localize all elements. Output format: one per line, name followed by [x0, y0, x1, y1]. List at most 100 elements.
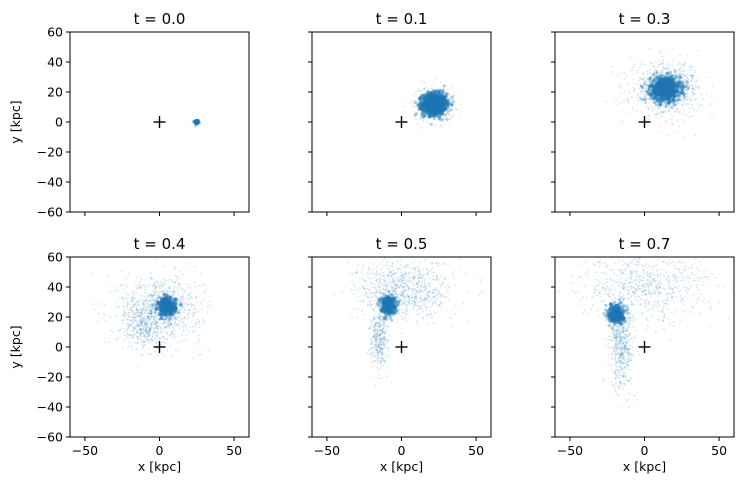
particle-point [433, 106, 438, 110]
particle-point [436, 106, 440, 110]
particle-point [101, 317, 104, 319]
particle-point [425, 92, 429, 96]
particle-point [667, 83, 670, 86]
particle-point [656, 88, 658, 91]
particle-point [432, 97, 436, 101]
particle-point [437, 110, 441, 114]
particle-point [656, 83, 661, 88]
particle-point [653, 92, 657, 96]
particle-point [155, 297, 158, 300]
particle-point [431, 109, 435, 113]
particle-point [619, 72, 622, 75]
particle-point [445, 99, 449, 103]
particle-point [425, 96, 430, 100]
particle-point [440, 90, 445, 94]
particle-point [159, 284, 162, 287]
particle-point [440, 98, 444, 102]
particle-point [661, 115, 663, 118]
particle-point [143, 312, 146, 315]
particle-point [418, 99, 422, 103]
particle-point [430, 104, 434, 109]
particle-point [166, 314, 168, 316]
particle-point [691, 77, 693, 80]
particle-point [451, 100, 455, 104]
particle-point [439, 108, 442, 110]
particle-point [166, 350, 169, 352]
particle-point [664, 92, 669, 96]
particle-point [120, 284, 122, 287]
particle-point [694, 98, 696, 101]
particle-point [435, 96, 439, 100]
particle-point [671, 80, 675, 85]
particle-point [434, 107, 439, 111]
particle-point [444, 94, 448, 98]
particle-point [423, 103, 427, 107]
particle-point [432, 103, 436, 107]
particle-point [426, 91, 430, 95]
particle-point [419, 96, 423, 100]
particle-point [430, 107, 435, 111]
particle-point [166, 304, 169, 307]
particle-point [432, 104, 436, 108]
particle-point [426, 91, 430, 95]
particle-point [427, 106, 431, 110]
particle-point [443, 98, 447, 102]
particle-point [117, 306, 120, 308]
particle-point [442, 106, 446, 110]
particle-point [432, 106, 437, 110]
particle-point [176, 287, 179, 290]
particle-point [433, 96, 437, 101]
particle-point [433, 100, 437, 105]
particle-point [423, 113, 427, 118]
particle-point [436, 101, 440, 105]
particle-point [437, 96, 441, 100]
particle-point [431, 96, 435, 100]
particle-point [195, 121, 199, 125]
particle-point [435, 97, 439, 101]
particle-point [429, 93, 433, 97]
particle-point [437, 102, 441, 106]
particle-point [435, 98, 439, 102]
particle-point [150, 299, 152, 302]
particle-point [428, 98, 432, 102]
particle-point [652, 96, 656, 100]
particle-point [437, 108, 441, 112]
particle-point [440, 109, 443, 112]
particle-point [428, 94, 432, 98]
particle-point [438, 109, 442, 113]
particle-point [195, 119, 199, 123]
particle-point [434, 109, 438, 113]
particle-point [126, 314, 129, 317]
particle-point [423, 107, 427, 111]
particle-point [425, 96, 428, 98]
particle-point [194, 121, 199, 125]
particle-point [652, 99, 655, 102]
particle-point [183, 306, 186, 309]
particle-point [685, 75, 688, 78]
particle-point [194, 120, 198, 124]
particle-point [669, 71, 672, 74]
particle-point [438, 97, 442, 101]
particle-point [423, 99, 427, 103]
particle-point [421, 103, 425, 107]
particle-point [616, 103, 619, 106]
particle-point [172, 337, 175, 340]
particle-point [430, 114, 434, 118]
particle-point [193, 120, 197, 124]
particle-point [423, 104, 427, 108]
particle-point [683, 85, 687, 89]
particle-point [426, 112, 430, 116]
particle-point [425, 96, 429, 100]
particle-point [414, 99, 416, 102]
particle-point [198, 285, 200, 287]
particle-point [433, 98, 437, 102]
particle-point [453, 94, 456, 97]
particle-point [651, 89, 655, 93]
particle-point [195, 120, 199, 124]
particle-point [439, 125, 442, 127]
particle-point [174, 291, 177, 293]
particle-point [195, 120, 199, 124]
particle-point [431, 101, 435, 105]
particle-point [667, 84, 671, 88]
particle-point [197, 120, 201, 124]
